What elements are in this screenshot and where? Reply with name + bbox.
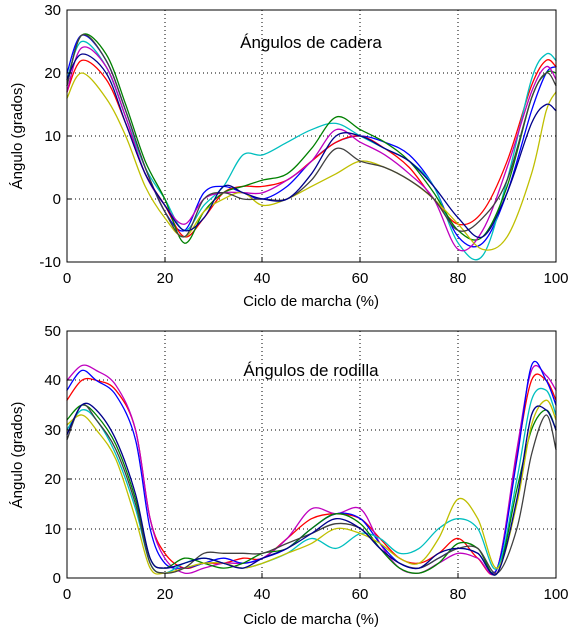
knee-y-tick-label: 30 xyxy=(44,422,61,439)
hip-x-axis-label: Ciclo de marcha (%) xyxy=(243,293,379,310)
hip-y-axis-label: Ángulo (grados) xyxy=(9,83,26,190)
knee-y-tick-label: 0 xyxy=(53,570,61,587)
knee-y-axis-label: Ángulo (grados) xyxy=(9,402,26,509)
hip-x-tick-label: 0 xyxy=(63,270,71,287)
knee-chart: 0 20 40 60 80 100 0 10 20 30 40 50 Ángul… xyxy=(9,323,569,628)
knee-x-tick-label: 0 xyxy=(63,586,71,603)
knee-series-line-5 xyxy=(66,404,557,576)
knee-x-tick-label: 80 xyxy=(450,586,467,603)
knee-x-tick-label: 60 xyxy=(352,586,369,603)
hip-grid xyxy=(67,10,556,262)
knee-ticks xyxy=(67,379,459,578)
hip-series-line-3 xyxy=(66,40,557,261)
knee-x-axis-label: Ciclo de marcha (%) xyxy=(243,611,379,628)
knee-plot-frame xyxy=(66,330,557,579)
knee-x-tick-label: 100 xyxy=(543,586,568,603)
hip-x-tick-label: 20 xyxy=(157,270,174,287)
knee-y-tick-label: 50 xyxy=(44,323,61,340)
hip-series-line-8 xyxy=(66,53,557,239)
hip-chart-title: Ángulos de cadera xyxy=(240,33,382,52)
hip-x-tick-label: 100 xyxy=(543,270,568,287)
knee-series-line-8 xyxy=(66,402,557,576)
knee-series-line-1 xyxy=(66,373,557,576)
knee-y-tick-label: 20 xyxy=(44,471,61,488)
knee-x-tick-label: 20 xyxy=(157,586,174,603)
hip-y-tick-label: 30 xyxy=(44,2,61,19)
knee-y-tick-label: 10 xyxy=(44,521,61,538)
hip-y-tick-label: 0 xyxy=(53,191,61,208)
knee-series-group xyxy=(66,360,557,576)
knee-series-line-4 xyxy=(66,387,557,574)
hip-chart: 0 20 40 60 80 100 -10 0 10 20 30 Ángulos… xyxy=(9,2,569,310)
hip-x-tick-label: 60 xyxy=(352,270,369,287)
knee-x-tick-label: 40 xyxy=(254,586,271,603)
hip-series-line-6 xyxy=(66,72,557,251)
knee-series-line-6 xyxy=(66,399,557,575)
hip-y-tick-label: 10 xyxy=(44,128,61,145)
hip-x-tick-label: 40 xyxy=(254,270,271,287)
hip-ticks xyxy=(67,72,459,262)
hip-series-line-7 xyxy=(66,33,557,238)
hip-y-tick-label: 20 xyxy=(44,65,61,82)
hip-series-line-4 xyxy=(66,33,557,244)
hip-series-group xyxy=(66,33,557,261)
knee-y-tick-label: 40 xyxy=(44,372,61,389)
hip-x-tick-label: 80 xyxy=(450,270,467,287)
hip-series-line-1 xyxy=(66,34,557,248)
hip-y-tick-label: -10 xyxy=(39,254,61,271)
knee-chart-title: Ángulos de rodilla xyxy=(243,361,379,380)
